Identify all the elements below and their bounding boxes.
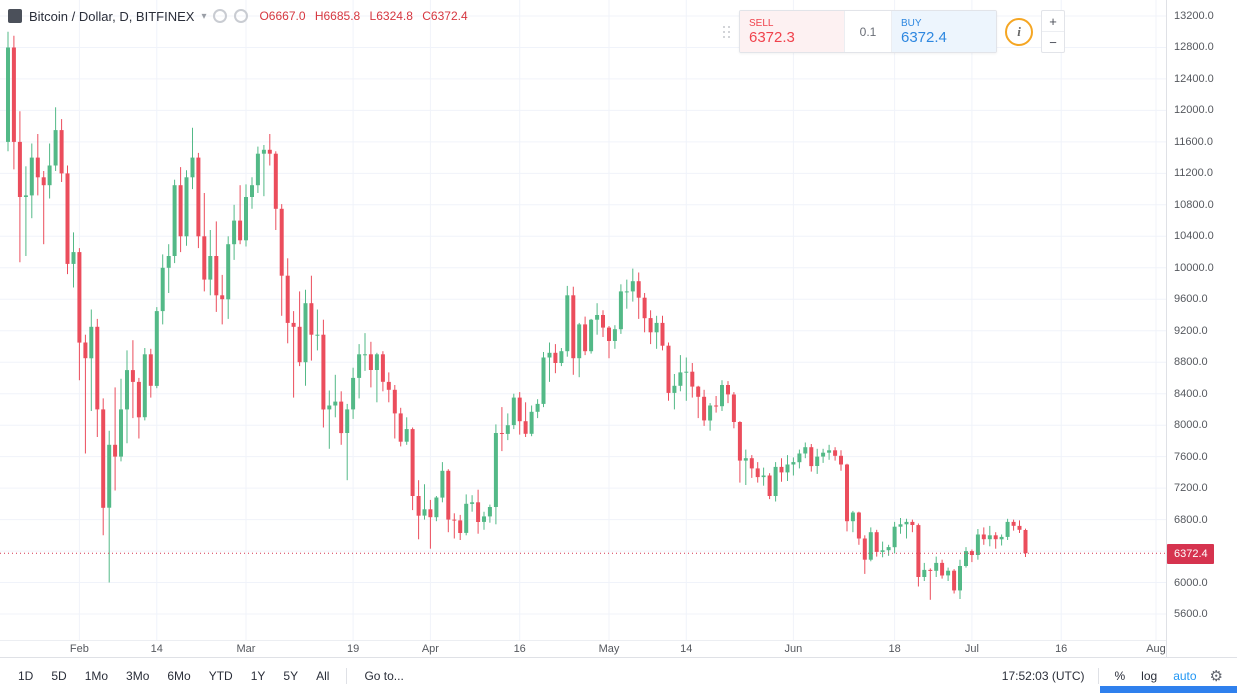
time-tick-label: May bbox=[598, 643, 620, 655]
time-tick-label: Feb bbox=[69, 643, 89, 655]
time-tick-label: Apr bbox=[421, 643, 439, 655]
price-tick-label: 13200.0 bbox=[1174, 10, 1214, 22]
range-button-5y[interactable]: 5Y bbox=[283, 668, 299, 683]
time-tick-label: Aug bbox=[1146, 643, 1166, 655]
goto-button[interactable]: Go to... bbox=[364, 668, 404, 683]
toolbar-divider bbox=[1097, 667, 1099, 684]
time-tick-label: Jun bbox=[784, 643, 803, 655]
price-tick-label: 12800.0 bbox=[1174, 41, 1214, 54]
plus-button[interactable]: + bbox=[1042, 11, 1064, 32]
drag-handle-icon[interactable] bbox=[723, 25, 730, 38]
exchange-logo-icon bbox=[8, 9, 22, 23]
sell-button[interactable]: SELL 6372.3 bbox=[740, 11, 844, 52]
time-tick-label: 19 bbox=[346, 643, 360, 655]
price-tick-label: 12400.0 bbox=[1174, 72, 1214, 85]
order-widget: SELL 6372.3 0.1 BUY 6372.4 i + − bbox=[723, 10, 1065, 53]
time-tick-label: Jul bbox=[964, 643, 979, 655]
price-tick-label: 8800.0 bbox=[1174, 356, 1208, 369]
time-tick-label: 16 bbox=[1055, 643, 1068, 655]
price-tick-label: 5600.0 bbox=[1174, 608, 1208, 620]
info-icon[interactable]: i bbox=[1005, 17, 1033, 46]
price-tick-label: 8400.0 bbox=[1174, 387, 1208, 400]
range-button-5d[interactable]: 5D bbox=[51, 668, 67, 683]
range-button-1y[interactable]: 1Y bbox=[250, 668, 266, 683]
log-scale-button[interactable]: log bbox=[1141, 668, 1158, 683]
price-tick-label: 10000.0 bbox=[1174, 261, 1214, 274]
chevron-down-icon[interactable]: ▾ bbox=[201, 10, 207, 22]
price-tick-label: 11200.0 bbox=[1174, 167, 1213, 180]
price-tick-label: 6000.0 bbox=[1174, 576, 1208, 589]
range-button-3mo[interactable]: 3Mo bbox=[126, 668, 150, 683]
gear-icon[interactable]: ⚙ bbox=[1209, 667, 1223, 685]
time-tick-label: 14 bbox=[680, 643, 693, 655]
time-tick-label: 14 bbox=[150, 643, 163, 655]
time-tick-label: 16 bbox=[513, 643, 526, 655]
buy-label: BUY bbox=[901, 17, 922, 29]
range-button-1d[interactable]: 1D bbox=[18, 668, 34, 683]
range-button-all[interactable]: All bbox=[316, 668, 330, 683]
legend-circle-icon-2[interactable] bbox=[234, 9, 249, 23]
price-tick-label: 10400.0 bbox=[1174, 230, 1214, 243]
legend-circle-icon-1[interactable] bbox=[213, 9, 228, 23]
time-axis[interactable]: Feb 14 Mar 19 Apr 16 May 14 Jun 18 Jul 16 Aug bbox=[0, 640, 1166, 658]
order-button-group: SELL 6372.3 0.1 BUY 6372.4 bbox=[739, 10, 997, 53]
blue-progress-strip bbox=[1100, 686, 1237, 693]
price-tick-label: 7200.0 bbox=[1174, 482, 1208, 495]
buy-button[interactable]: BUY 6372.4 bbox=[892, 11, 996, 52]
price-tick-label: 11600.0 bbox=[1174, 135, 1213, 148]
bottom-toolbar: 1D 5D 1Mo 3Mo 6Mo YTD 1Y 5Y All Go to... 17:52:0… bbox=[0, 657, 1237, 693]
quantity-stepper: + − bbox=[1041, 10, 1065, 53]
price-tick-label: 10800.0 bbox=[1174, 198, 1214, 211]
clock-display[interactable]: 17:52:03 (UTC) bbox=[1001, 668, 1085, 683]
price-tick-label: 9600.0 bbox=[1174, 293, 1208, 306]
auto-scale-button[interactable]: auto bbox=[1173, 668, 1197, 683]
price-tick-label: 12000.0 bbox=[1174, 104, 1214, 117]
time-tick-label: 18 bbox=[888, 643, 901, 655]
percent-scale-button[interactable]: % bbox=[1114, 668, 1126, 683]
symbol-title[interactable]: Bitcoin / Dollar, D, BITFINEX bbox=[29, 8, 195, 24]
time-tick-label: Mar bbox=[236, 643, 256, 655]
buy-price: 6372.4 bbox=[901, 28, 947, 46]
range-button-1mo[interactable]: 1Mo bbox=[84, 668, 109, 683]
price-tick-label: 9200.0 bbox=[1174, 324, 1208, 337]
symbol-legend: Bitcoin / Dollar, D, BITFINEX ▾ O6667.0 … bbox=[8, 7, 468, 25]
current-price-tag: 6372.4 bbox=[1167, 544, 1214, 565]
range-button-6mo[interactable]: 6Mo bbox=[167, 668, 191, 683]
toolbar-divider bbox=[346, 667, 348, 684]
sell-price: 6372.3 bbox=[749, 28, 795, 46]
ohlc-values: O6667.0 H6685.8 L6324.8 C6372.4 bbox=[259, 9, 468, 23]
chart-canvas[interactable] bbox=[0, 0, 1166, 640]
price-tick-label: 8000.0 bbox=[1174, 419, 1208, 432]
price-tick-label: 6800.0 bbox=[1174, 513, 1208, 526]
range-button-ytd[interactable]: YTD bbox=[208, 668, 233, 683]
price-tick-label: 7600.0 bbox=[1174, 450, 1208, 463]
range-button-group: 1D 5D 1Mo 3Mo 6Mo YTD 1Y 5Y All bbox=[10, 666, 337, 686]
minus-button[interactable]: − bbox=[1049, 34, 1057, 50]
spread-value[interactable]: 0.1 bbox=[844, 11, 892, 52]
price-axis[interactable]: 6372.4 13200.0 12800.0 12400.0 12000.0 11600… bbox=[1166, 0, 1237, 657]
sell-label: SELL bbox=[749, 17, 774, 29]
